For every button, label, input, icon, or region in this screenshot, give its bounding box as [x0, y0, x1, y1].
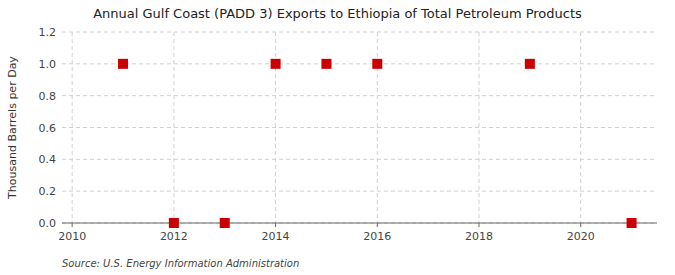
x-tick-label: 2014: [262, 230, 290, 243]
x-tick: [377, 223, 378, 227]
y-grid-line: [62, 223, 657, 224]
y-axis-label: Thousand Barrels per Day: [6, 56, 19, 200]
y-tick-label: 0.2: [39, 185, 57, 198]
x-axis-line: [62, 223, 657, 224]
y-grid-line: [62, 95, 657, 96]
point: [627, 218, 637, 228]
y-grid-line: [62, 127, 657, 128]
x-grid-line: [173, 32, 174, 223]
source: Source: U.S. Energy Information Administ…: [62, 258, 299, 269]
x-tick-label: 2020: [567, 230, 595, 243]
x-grid-line: [580, 32, 581, 223]
y-tick-label: 0.6: [39, 122, 57, 135]
y-tick-label: 0.0: [39, 217, 57, 230]
point: [118, 59, 128, 69]
x-tick: [72, 223, 73, 227]
y-grid-line: [62, 63, 657, 64]
x-tick: [275, 223, 276, 227]
x-grid-line: [479, 32, 480, 223]
point: [525, 59, 535, 69]
points: [118, 59, 637, 228]
y-tick-label: 1.2: [39, 26, 57, 39]
x-tick-label: 2012: [160, 230, 188, 243]
point: [372, 59, 382, 69]
x-tick-label: 2016: [363, 230, 391, 243]
y-grid-line: [62, 32, 657, 33]
x-tick: [580, 223, 581, 227]
y-grid-line: [62, 191, 657, 192]
x-grid-line: [72, 32, 73, 223]
x-tick: [479, 223, 480, 227]
point: [271, 59, 281, 69]
y-tick-label: 1.0: [39, 58, 57, 71]
chart: Annual Gulf Coast (PADD 3) Exports to Et…: [0, 0, 675, 275]
point: [321, 59, 331, 69]
y-grid-line: [62, 159, 657, 160]
x-tick-label: 2018: [465, 230, 493, 243]
x-tick-label: 2010: [58, 230, 86, 243]
title: Annual Gulf Coast (PADD 3) Exports to Et…: [93, 6, 582, 21]
grid: [62, 32, 657, 223]
point: [169, 218, 179, 228]
point: [220, 218, 230, 228]
y-tick-label: 0.8: [39, 90, 57, 103]
y-tick-label: 0.4: [39, 153, 57, 166]
